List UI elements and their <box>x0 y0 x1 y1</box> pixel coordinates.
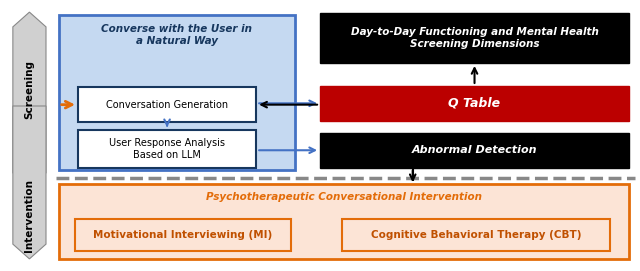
FancyArrow shape <box>13 12 46 173</box>
Text: Psychotherapeutic Conversational Intervention: Psychotherapeutic Conversational Interve… <box>206 192 482 202</box>
FancyBboxPatch shape <box>342 219 610 251</box>
FancyBboxPatch shape <box>59 184 629 259</box>
Text: Motivational Interviewing (MI): Motivational Interviewing (MI) <box>93 230 273 240</box>
FancyBboxPatch shape <box>78 130 256 168</box>
Text: Abnormal Detection: Abnormal Detection <box>412 145 537 155</box>
Text: Intervention: Intervention <box>24 179 35 253</box>
FancyArrow shape <box>13 106 46 259</box>
Text: User Response Analysis
Based on LLM: User Response Analysis Based on LLM <box>109 138 225 160</box>
FancyBboxPatch shape <box>59 15 294 170</box>
FancyBboxPatch shape <box>320 86 629 121</box>
Text: Screening: Screening <box>24 60 35 120</box>
FancyBboxPatch shape <box>75 219 291 251</box>
Text: Q Table: Q Table <box>449 97 500 110</box>
FancyBboxPatch shape <box>78 87 256 122</box>
FancyBboxPatch shape <box>320 14 629 63</box>
Text: Day-to-Day Functioning and Mental Health
Screening Dimensions: Day-to-Day Functioning and Mental Health… <box>351 27 598 49</box>
Text: Cognitive Behavioral Therapy (CBT): Cognitive Behavioral Therapy (CBT) <box>371 230 581 240</box>
Text: Conversation Generation: Conversation Generation <box>106 100 228 110</box>
Text: Converse with the User in
a Natural Way: Converse with the User in a Natural Way <box>101 24 252 46</box>
FancyBboxPatch shape <box>320 133 629 168</box>
